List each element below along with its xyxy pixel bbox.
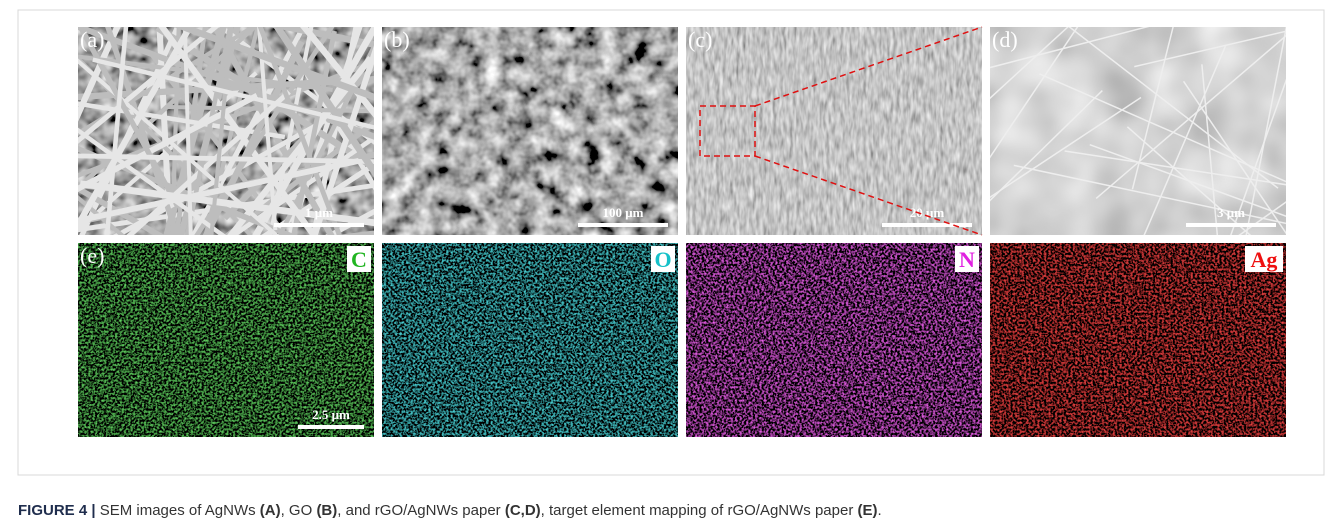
figure: (a) 1 μm (b) 100 μm (c) 20 μm (d) 3 μm C (e) 2.5 μ… <box>0 0 1342 480</box>
caption-text: (A) <box>260 502 281 519</box>
panel-label: (a) <box>80 27 104 52</box>
panel-label: (d) <box>992 27 1018 52</box>
caption-text: , GO <box>281 502 317 519</box>
caption-label: FIGURE 4 | <box>18 502 96 519</box>
scale-bar-label: 20 μm <box>910 205 945 220</box>
page-body: (a) 1 μm (b) 100 μm (c) 20 μm (d) 3 μm C (e) 2.5 μ… <box>0 0 1342 527</box>
panel-label: (e) <box>80 243 104 268</box>
element-label: Ag <box>1251 247 1278 272</box>
caption-text: (C,D) <box>505 502 541 519</box>
panel-label: (c) <box>688 27 712 52</box>
element-label: N <box>959 247 975 272</box>
scale-bar-label: 2.5 μm <box>312 407 350 422</box>
caption-text: , target element mapping of rGO/AgNWs pa… <box>541 502 858 519</box>
sem-image <box>686 27 982 235</box>
scale-bar-label: 100 μm <box>603 205 644 220</box>
scale-bar-label: 1 μm <box>305 205 333 220</box>
page: {"figure": { "sem_panels": [ {"label": "… <box>0 0 1342 527</box>
element-map <box>990 243 1286 437</box>
caption-text: (B) <box>316 502 337 519</box>
caption-text: . <box>877 502 881 519</box>
caption: FIGURE 4 | SEM images of AgNWs (A), GO (… <box>18 502 882 519</box>
scale-bar-label: 3 μm <box>1217 205 1245 220</box>
element-map <box>382 243 678 437</box>
element-label: C <box>351 247 367 272</box>
sem-image <box>382 27 678 235</box>
caption-text: , and rGO/AgNWs paper <box>337 502 505 519</box>
panel-label: (b) <box>384 27 410 52</box>
caption-text: (E) <box>857 502 877 519</box>
element-label: O <box>654 247 671 272</box>
element-map <box>686 243 982 437</box>
caption-text: SEM images of AgNWs <box>96 502 260 519</box>
